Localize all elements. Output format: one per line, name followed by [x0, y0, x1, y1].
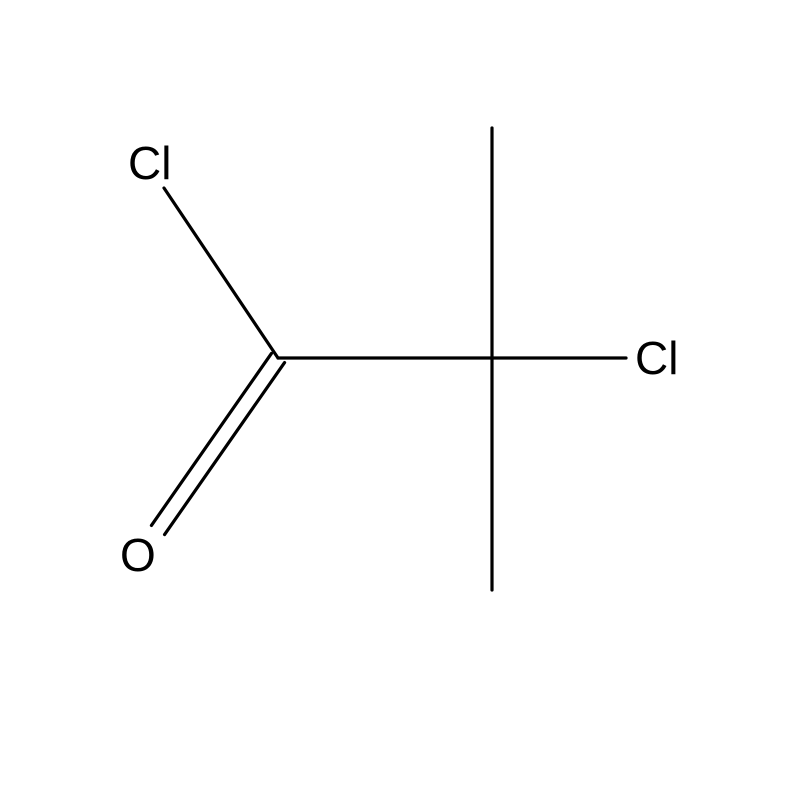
- atom-label-Cl_top: Cl: [128, 137, 171, 189]
- molecule-canvas: Cl O Cl: [0, 0, 800, 800]
- bond-line: [164, 188, 278, 358]
- bonds-group: [151, 128, 626, 590]
- atom-label-Cl_right: Cl: [635, 332, 678, 384]
- bond-line: [165, 363, 285, 535]
- bond-line: [151, 353, 271, 525]
- atom-label-O_bottom: O: [120, 529, 156, 581]
